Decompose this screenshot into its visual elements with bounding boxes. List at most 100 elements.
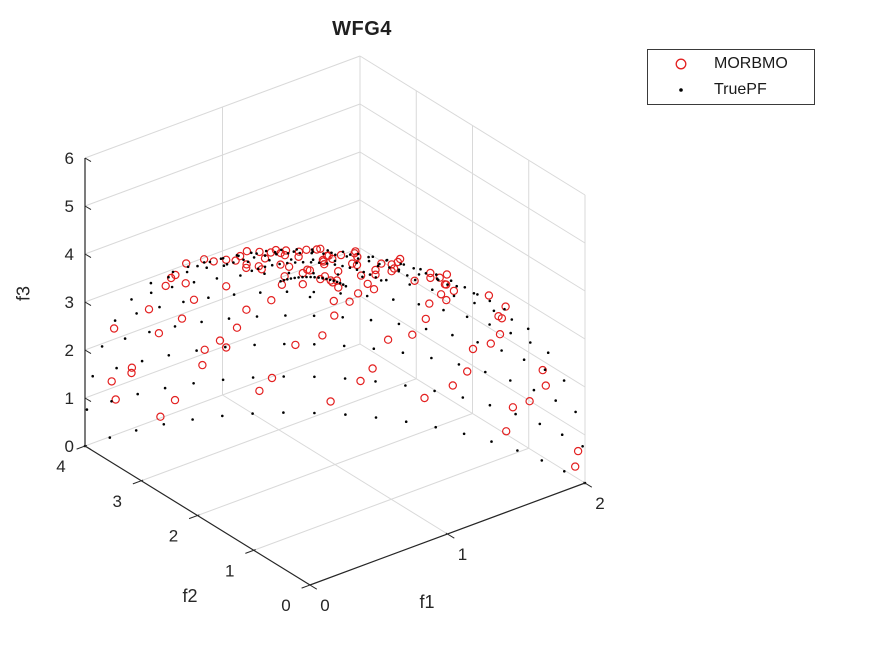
truepf-point [526,327,530,331]
morbmo-point [371,265,380,275]
morbmo-point [571,462,580,471]
tick-mark [84,301,92,307]
axes-layer [76,157,593,590]
truepf-point [339,292,342,295]
truepf-point [207,296,210,300]
morbmo-point [320,272,330,281]
truepf-point [325,262,329,265]
truepf-point [413,278,417,282]
truepf-point [130,298,133,301]
morbmo-point [298,280,307,289]
truepf-point [457,363,461,366]
truepf-point [435,273,438,276]
tick-mark [84,349,92,355]
truepf-point [574,410,577,414]
morbmo-point [127,363,137,372]
truepf-point [442,308,445,312]
gridline [84,343,361,447]
morbmo-point [209,257,218,266]
truepf-point [255,315,259,318]
truepf-point [317,276,320,279]
morbmo-point [170,395,180,405]
morbmo-point [302,245,311,254]
morbmo-point [336,250,346,260]
truepf-point [408,283,412,286]
truepf-point [136,392,139,396]
truepf-point [282,411,285,414]
morbmo-point [541,381,551,390]
morbmo-point [109,324,119,333]
truepf-point [500,349,503,352]
truepf-point [282,375,286,378]
truepf-point [297,276,300,279]
truepf-point [385,278,388,282]
x-tick-label: 0 [320,596,329,615]
truepf-point [532,388,536,392]
truepf-point [463,286,467,289]
truepf-point [270,263,274,267]
morbmo-point [221,343,231,352]
truepf-point [431,288,434,292]
morbmo-point [232,323,242,332]
morbmo-point [277,280,287,289]
truepf-point [424,327,428,331]
morbmo-point [334,283,343,292]
truepf-point [406,274,409,277]
morbmo-point [255,386,264,396]
z-tick-label: 5 [65,197,74,216]
morbmo-point [181,259,191,268]
truepf-point [404,384,407,387]
morbmo-point [442,295,451,305]
morbmo-point [177,314,187,323]
truepf-point [343,377,347,380]
truepf-series-layer [83,248,587,485]
truepf-point [278,262,281,266]
morbmo-point [486,339,495,348]
z-tick-label: 1 [65,389,74,408]
truepf-point [108,436,112,439]
morbmo-point [200,345,209,354]
truepf-point [163,386,167,390]
morbmo-point [353,289,363,298]
tick-mark [84,205,92,211]
truepf-point [149,291,153,295]
morbmo-marker-icon [648,57,714,71]
y-tick-label: 1 [225,561,234,580]
truepf-point [321,276,324,280]
grid-layer [84,55,586,551]
morbmo-point [345,297,354,306]
truepf-point [581,445,584,448]
truepf-point [538,422,542,426]
truepf-point [250,269,254,273]
legend-row-truepf: TruePF [648,77,814,103]
truepf-point [345,255,349,258]
truepf-point [246,260,250,264]
morbmo-point [426,273,435,283]
truepf-point [417,273,421,276]
morbmo-point [501,302,510,311]
truepf-point [488,299,492,303]
truepf-point [192,280,196,284]
truepf-point [149,281,153,285]
morbmo-point [538,365,547,375]
truepf-point [342,344,346,348]
truepf-point [332,279,336,283]
truepf-point [543,368,547,372]
truepf-point [135,312,138,315]
truepf-point [293,261,297,264]
morbmo-point [573,446,583,456]
morbmo-point [420,393,429,403]
morbmo-point [267,373,277,383]
gridline [253,447,529,551]
truepf-point [424,272,428,275]
truepf-point [514,412,517,416]
tick-mark [84,397,92,403]
truepf-point [200,320,203,324]
truepf-point [473,301,476,305]
morbmo-point [368,364,377,373]
truepf-point [446,283,449,286]
legend-label-morbmo: MORBMO [714,55,788,72]
morbmo-point [495,330,505,339]
truepf-point [301,260,305,264]
truepf-point [287,271,291,275]
